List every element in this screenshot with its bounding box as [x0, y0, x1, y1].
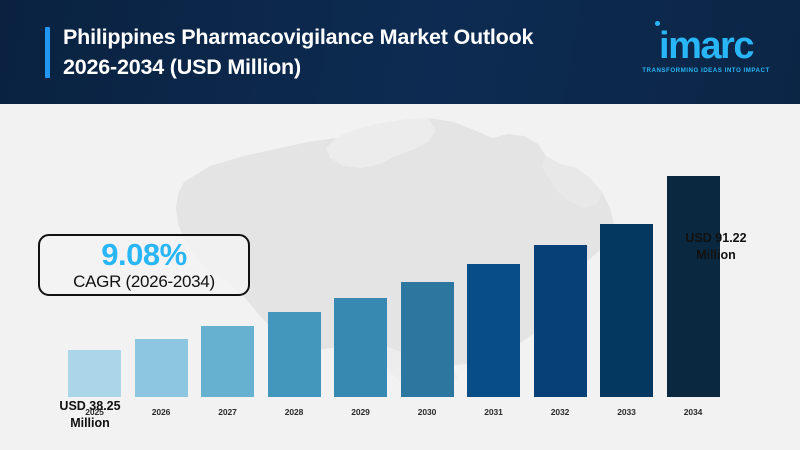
- value-callout-first-line-1: USD 38.25: [59, 399, 121, 413]
- axis-label-2028: 2028: [284, 407, 304, 417]
- logo-wordmark: imarc: [636, 21, 776, 67]
- page-title: Philippines Pharmacovigilance Market Out…: [63, 22, 643, 82]
- bar-2032[interactable]: [533, 244, 587, 397]
- title-accent-bar: [45, 27, 50, 78]
- imarc-logo: imarc TRANSFORMING IDEAS INTO IMPACT: [636, 21, 776, 78]
- bar-2031[interactable]: [467, 263, 520, 397]
- logo-tagline: TRANSFORMING IDEAS INTO IMPACT: [642, 67, 770, 74]
- axis-label-2030: 2030: [417, 407, 437, 417]
- bar-2030[interactable]: [400, 281, 454, 397]
- value-callout-last-line-1: USD 91.22: [685, 231, 747, 245]
- axis-label-2029: 2029: [351, 407, 370, 417]
- page-title-line-1: Philippines Pharmacovigilance Market Out…: [63, 25, 534, 49]
- value-callout-first-line-2: Million: [70, 416, 110, 430]
- logo-dot-icon: [655, 21, 660, 26]
- logo-wordmark-text: imarc: [659, 25, 754, 67]
- axis-label-2034: 2034: [683, 407, 703, 417]
- cagr-value: 9.08%: [101, 237, 187, 272]
- bar-2033[interactable]: [600, 223, 653, 397]
- bar-2025[interactable]: [68, 350, 121, 397]
- bar-2026[interactable]: [134, 338, 188, 397]
- value-callout-last-line-2: Million: [696, 248, 736, 262]
- bar-2034[interactable]: [666, 176, 720, 397]
- axis-label-2025: 2025: [85, 407, 104, 417]
- bar-2028[interactable]: [267, 312, 321, 397]
- bar-2027[interactable]: [201, 326, 254, 397]
- cagr-label: CAGR (2026-2034): [73, 272, 215, 291]
- bar-2029[interactable]: [334, 297, 387, 397]
- axis-label-2027: 2027: [218, 407, 237, 417]
- axis-label-2031: 2031: [484, 407, 503, 417]
- axis-label-2033: 2033: [617, 407, 636, 417]
- bar-chart: 2025 2026 2027 2028 2029 2030 2031 2032 …: [0, 104, 800, 450]
- chart-area: 2025 2026 2027 2028 2029 2030 2031 2032 …: [0, 104, 800, 450]
- axis-label-2026: 2026: [151, 407, 171, 417]
- value-callout-last: USD 91.22 Million: [652, 230, 780, 264]
- value-callout-first: USD 38.25 Million: [28, 398, 152, 432]
- cagr-card: 9.08% CAGR (2026-2034): [38, 234, 250, 296]
- page-title-line-2: 2026-2034 (USD Million): [63, 55, 301, 79]
- header-banner: Philippines Pharmacovigilance Market Out…: [0, 0, 800, 104]
- axis-label-2032: 2032: [550, 407, 570, 417]
